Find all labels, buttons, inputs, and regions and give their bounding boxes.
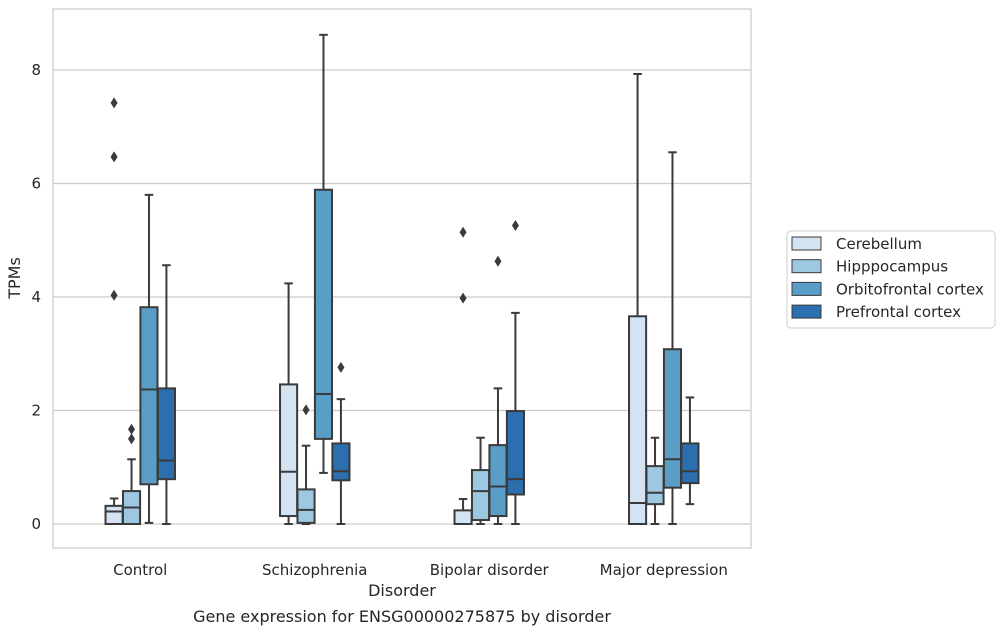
- box-iqr: [139, 306, 159, 486]
- outlier-point: [110, 151, 118, 163]
- legend-label: Hipppocampus: [836, 258, 948, 276]
- y-tick-label: 4: [31, 288, 41, 306]
- box-iqr: [505, 410, 525, 496]
- box-2-2: [488, 255, 508, 525]
- box-iqr: [156, 387, 176, 481]
- box-series: [104, 33, 700, 526]
- y-tick-label: 0: [31, 515, 41, 533]
- box-iqr: [645, 465, 665, 506]
- box-3-1: [645, 436, 665, 525]
- box-iqr: [313, 188, 334, 440]
- box-0-3: [156, 264, 176, 525]
- box-0-0: [104, 97, 124, 525]
- legend-frame: [786, 230, 996, 329]
- box-1-1: [296, 404, 316, 525]
- legend-swatch: [791, 304, 822, 319]
- x-tick-label: Control: [113, 561, 167, 579]
- box-iqr: [680, 442, 700, 485]
- chart-caption: Gene expression for ENSG00000275875 by d…: [193, 607, 611, 626]
- x-tick-label: Bipolar disorder: [430, 561, 550, 579]
- legend-label: Prefrontal cortex: [836, 303, 961, 321]
- legend-swatch: [791, 281, 822, 296]
- box-iqr: [662, 348, 683, 489]
- outlier-point: [110, 97, 118, 109]
- y-axis-label: TPMs: [5, 257, 24, 300]
- box-iqr: [279, 383, 299, 518]
- legend: Cerebellum Hipppocampus Orbitofrontal cort…: [786, 230, 996, 329]
- x-tick-label: Major depression: [600, 561, 728, 579]
- legend-swatch: [791, 259, 822, 274]
- legend-label: Orbitofrontal cortex: [836, 280, 984, 298]
- outlier-point: [459, 292, 467, 304]
- x-tick-labels: Control Schizophrenia Bipolar disorder Majo…: [113, 561, 728, 579]
- box-1-0: [279, 282, 299, 525]
- outlier-point: [302, 404, 310, 416]
- legend-swatch: [791, 236, 822, 251]
- outlier-point: [511, 219, 519, 231]
- outlier-point: [337, 361, 345, 373]
- box-iqr: [470, 469, 491, 522]
- box-2-1: [470, 436, 491, 525]
- outlier-point: [128, 423, 136, 435]
- outlier-point: [459, 226, 467, 238]
- x-axis-label: Disorder: [368, 581, 436, 600]
- legend-label: Cerebellum: [836, 235, 922, 253]
- box-2-3: [505, 219, 525, 525]
- y-tick-label: 8: [31, 61, 41, 79]
- box-iqr: [628, 315, 648, 526]
- box-iqr: [331, 442, 351, 482]
- y-tick-label: 6: [31, 175, 41, 193]
- plot-frame: [52, 8, 752, 549]
- box-1-2: [313, 33, 334, 474]
- box-2-0: [453, 226, 473, 526]
- outlier-point: [494, 255, 502, 267]
- box-iqr: [296, 488, 316, 524]
- outlier-point: [110, 289, 118, 301]
- box-3-0: [628, 72, 648, 526]
- box-3-2: [662, 151, 683, 525]
- y-tick-label: 2: [31, 402, 41, 420]
- outlier-point: [128, 433, 136, 445]
- box-3-3: [680, 396, 700, 506]
- x-tick-label: Schizophrenia: [262, 561, 367, 579]
- y-tick-labels: 0 2 4 6 8: [31, 61, 41, 533]
- box-1-3: [331, 361, 351, 525]
- box-iqr: [104, 504, 124, 525]
- box-iqr: [453, 509, 473, 526]
- box-iqr: [488, 444, 508, 518]
- box-0-1: [121, 423, 142, 525]
